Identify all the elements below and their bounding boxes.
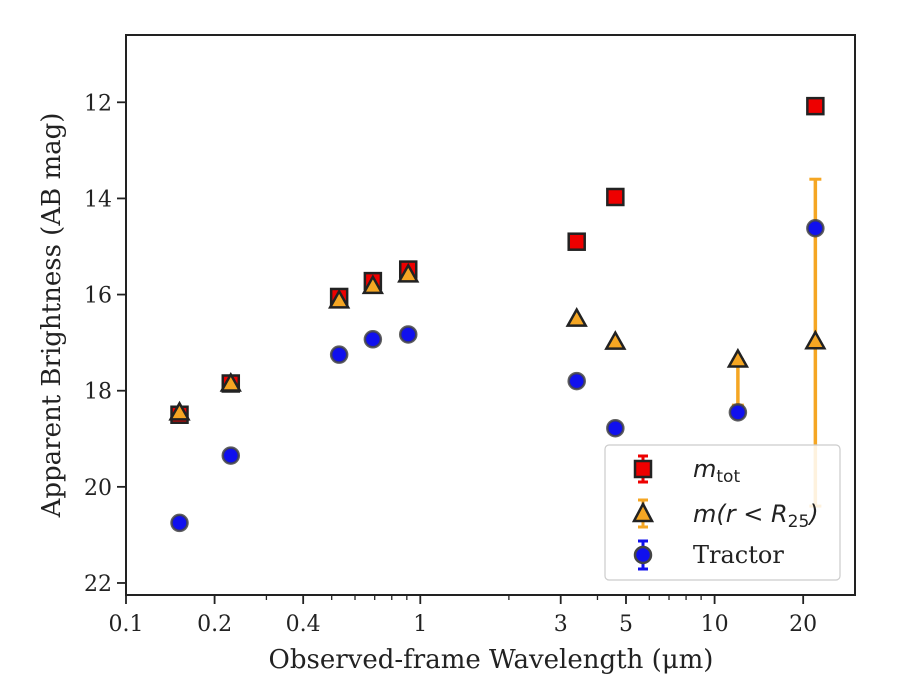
legend-label-mtot: mtot	[693, 455, 740, 487]
legend-mtot-base: m	[693, 455, 716, 483]
y-tick-label: 16	[84, 284, 112, 309]
legend-mr25-post: )	[807, 500, 818, 528]
point-mr25	[361, 274, 385, 295]
legend-label-mr25: m(r < R25)	[693, 500, 819, 532]
legend-box	[604, 444, 841, 581]
point-mr25	[397, 262, 420, 283]
plot-frame	[125, 34, 856, 596]
point-mtot	[806, 96, 825, 116]
point-tractor	[728, 403, 748, 422]
point-mr25	[565, 307, 588, 327]
y-axis-title: Apparent Brightness (AB mag)	[37, 113, 67, 519]
legend: mtot m(r < R25) Tractor	[604, 444, 841, 581]
legend-marker-mtot	[633, 454, 653, 484]
x-tick-label: 0.1	[109, 612, 144, 637]
x-tick-label: 1	[413, 612, 427, 637]
y-tick-label: 22	[84, 572, 112, 597]
legend-label-tractor: Tractor	[693, 541, 784, 569]
point-tractor	[170, 513, 189, 533]
y-tick-label: 18	[84, 380, 112, 405]
x-tick-label: 10	[701, 612, 729, 637]
x-tick-label: 0.4	[286, 612, 321, 637]
point-tractor	[363, 330, 383, 349]
y-tick-label: 14	[84, 187, 112, 212]
point-mtot	[606, 187, 625, 207]
point-mr25	[804, 329, 827, 350]
legend-mtot-sub: tot	[716, 467, 740, 487]
point-tractor	[806, 218, 825, 238]
x-tick-label: 3	[554, 612, 568, 637]
legend-mr25-pre: m(r < R	[693, 500, 788, 528]
x-axis-title: Observed-frame Wavelength (μm)	[269, 645, 714, 675]
point-tractor	[567, 371, 586, 391]
point-tractor	[606, 418, 625, 438]
legend-mr25-sub: 25	[788, 512, 810, 532]
y-tick-label: 20	[84, 476, 112, 501]
point-mr25	[604, 330, 627, 350]
axes: 0.1 0.2 0.4 1 3 5 10 20 12 14 16 18 20 22	[84, 34, 856, 637]
legend-marker-mr25	[631, 498, 655, 529]
data-marks	[168, 96, 827, 533]
x-tick-label: 5	[619, 612, 633, 637]
point-mr25	[219, 371, 242, 392]
point-mr25	[726, 347, 750, 368]
point-mr25	[168, 400, 191, 421]
x-tick-label: 0.2	[197, 612, 232, 637]
point-tractor	[398, 325, 418, 344]
point-mr25	[328, 288, 351, 309]
point-mtot	[567, 232, 586, 251]
x-tick-label: 20	[789, 612, 817, 637]
y-tick-label: 12	[84, 91, 112, 116]
legend-marker-tractor	[633, 539, 653, 571]
point-tractor	[221, 446, 241, 465]
point-tractor	[329, 345, 349, 364]
